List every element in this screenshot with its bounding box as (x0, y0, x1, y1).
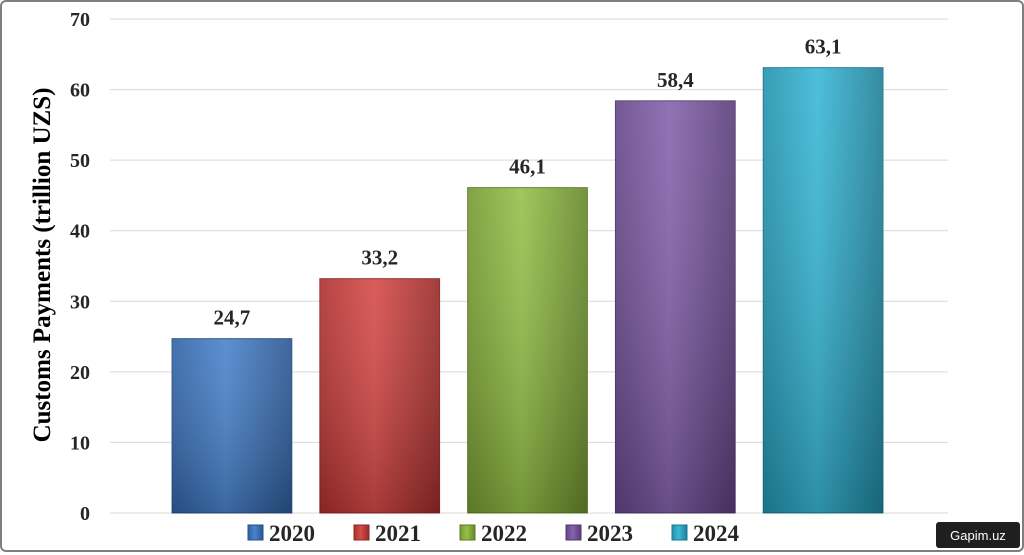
legend-swatch-2024 (671, 524, 688, 541)
legend-swatch-2023 (565, 524, 582, 541)
watermark-background (936, 522, 1020, 548)
bar-shading-2024 (763, 67, 883, 514)
legend-label-2020: 2020 (269, 521, 315, 546)
legend-swatch-2022 (459, 524, 476, 541)
data-label-2020: 24,7 (214, 306, 251, 330)
bars (171, 67, 884, 514)
legend-label-2022: 2022 (481, 521, 527, 546)
y-axis-ticks: 0 10 20 30 40 50 60 70 (70, 9, 90, 525)
y-tick-label: 50 (70, 150, 90, 172)
bar-shading-2023 (615, 100, 736, 513)
y-axis-label: Customs Payments (trillion UZS) (29, 88, 56, 443)
legend-label-2021: 2021 (375, 521, 421, 546)
bar-shading-2021 (319, 278, 440, 513)
legend: 2020 2021 2022 2023 2024 (247, 521, 740, 546)
bar-shading-2022 (467, 187, 588, 513)
y-tick-label: 30 (70, 291, 90, 313)
y-tick-label: 40 (70, 221, 90, 243)
y-tick-label: 60 (70, 80, 90, 102)
data-label-2022: 46,1 (509, 155, 546, 179)
y-tick-label: 70 (70, 9, 90, 31)
data-label-2024: 63,1 (805, 35, 842, 59)
data-label-2021: 33,2 (361, 246, 398, 270)
legend-swatch-2021 (353, 524, 370, 541)
data-labels: 24,7 33,2 46,1 58,4 63,1 (214, 35, 842, 330)
data-label-2023: 58,4 (657, 68, 694, 92)
watermark-text: Gapim.uz (950, 528, 1006, 543)
bar-shading-2020 (172, 338, 292, 513)
y-tick-label: 10 (70, 432, 90, 454)
legend-label-2023: 2023 (587, 521, 633, 546)
watermark: Gapim.uz (936, 522, 1020, 548)
legend-label-2024: 2024 (693, 521, 740, 546)
y-tick-label: 0 (80, 503, 90, 525)
y-tick-label: 20 (70, 362, 90, 384)
legend-swatch-2020 (247, 524, 264, 541)
